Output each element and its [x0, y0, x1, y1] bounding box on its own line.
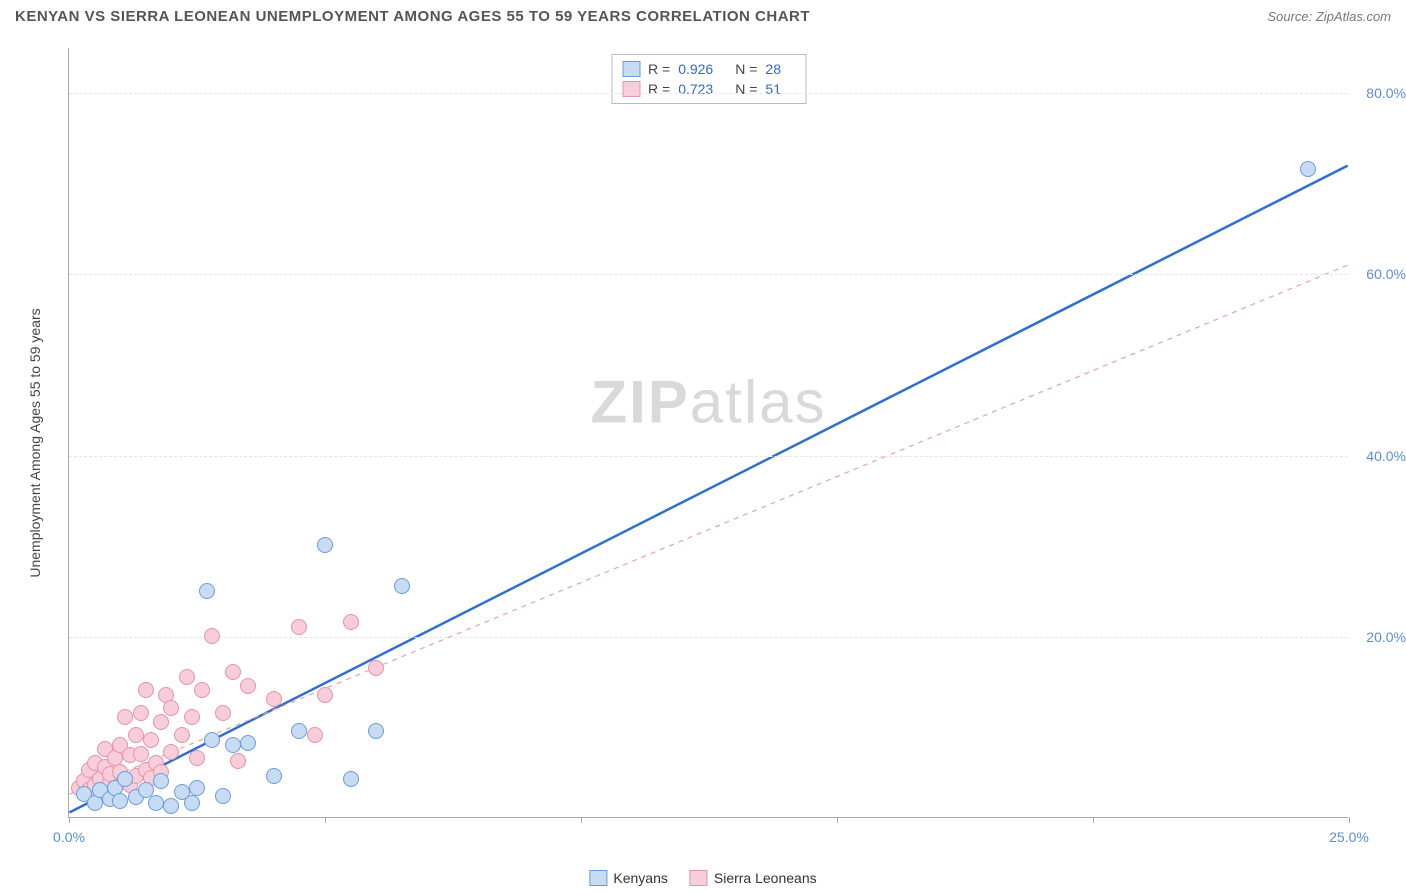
data-point — [204, 732, 220, 748]
data-point — [112, 793, 128, 809]
data-point — [1300, 161, 1316, 177]
data-point — [148, 795, 164, 811]
legend-label-kenyans: Kenyans — [613, 870, 667, 886]
data-point — [189, 780, 205, 796]
trend-line — [69, 166, 1347, 813]
ytick-label: 60.0% — [1366, 266, 1406, 282]
gridline-h — [69, 456, 1348, 457]
ytick-label: 40.0% — [1366, 448, 1406, 464]
data-point — [133, 705, 149, 721]
data-point — [225, 737, 241, 753]
data-point — [133, 746, 149, 762]
xtick-mark — [69, 817, 70, 823]
legend-swatch-kenyans — [589, 870, 607, 886]
gridline-h — [69, 637, 1348, 638]
legend-swatch-sierra — [690, 870, 708, 886]
data-point — [189, 750, 205, 766]
data-point — [240, 678, 256, 694]
data-point — [317, 537, 333, 553]
data-point — [128, 727, 144, 743]
data-point — [184, 795, 200, 811]
data-point — [163, 700, 179, 716]
data-point — [117, 771, 133, 787]
data-point — [184, 709, 200, 725]
ytick-label: 80.0% — [1366, 85, 1406, 101]
stats-row-sierra: R = 0.723 N = 51 — [622, 79, 795, 99]
gridline-h — [69, 93, 1348, 94]
data-point — [215, 788, 231, 804]
r-label: R = — [648, 81, 670, 97]
xtick-mark — [1093, 817, 1094, 823]
data-point — [153, 714, 169, 730]
data-point — [174, 727, 190, 743]
data-point — [266, 691, 282, 707]
data-point — [199, 583, 215, 599]
data-point — [143, 732, 159, 748]
data-point — [291, 619, 307, 635]
data-point — [394, 578, 410, 594]
xtick-mark — [837, 817, 838, 823]
n-value-sierra: 51 — [765, 81, 781, 97]
n-label: N = — [735, 81, 757, 97]
data-point — [307, 727, 323, 743]
data-point — [225, 664, 241, 680]
ytick-label: 20.0% — [1366, 629, 1406, 645]
correlation-stats-box: R = 0.926 N = 28 R = 0.723 N = 51 — [611, 54, 806, 104]
xtick-label: 25.0% — [1329, 829, 1369, 845]
data-point — [343, 614, 359, 630]
data-point — [138, 682, 154, 698]
chart-container: Unemployment Among Ages 55 to 59 years Z… — [50, 48, 1390, 838]
data-point — [343, 771, 359, 787]
data-point — [163, 798, 179, 814]
stats-row-kenyans: R = 0.926 N = 28 — [622, 59, 795, 79]
xtick-mark — [325, 817, 326, 823]
swatch-kenyans — [622, 61, 640, 77]
xtick-mark — [1349, 817, 1350, 823]
r-label: R = — [648, 61, 670, 77]
data-point — [291, 723, 307, 739]
data-point — [368, 723, 384, 739]
data-point — [163, 744, 179, 760]
y-axis-label: Unemployment Among Ages 55 to 59 years — [27, 308, 43, 577]
legend-label-sierra: Sierra Leoneans — [714, 870, 817, 886]
data-point — [240, 735, 256, 751]
chart-header: KENYAN VS SIERRA LEONEAN UNEMPLOYMENT AM… — [0, 0, 1406, 25]
data-point — [317, 687, 333, 703]
data-point — [230, 753, 246, 769]
data-point — [215, 705, 231, 721]
n-value-kenyans: 28 — [765, 61, 781, 77]
data-point — [368, 660, 384, 676]
swatch-sierra — [622, 81, 640, 97]
n-label: N = — [735, 61, 757, 77]
data-point — [179, 669, 195, 685]
r-value-kenyans: 0.926 — [678, 61, 713, 77]
data-point — [266, 768, 282, 784]
legend-item-kenyans: Kenyans — [589, 870, 667, 886]
legend-item-sierra: Sierra Leoneans — [690, 870, 817, 886]
trend-lines-layer — [69, 48, 1348, 817]
source-attribution: Source: ZipAtlas.com — [1267, 9, 1391, 24]
xtick-mark — [581, 817, 582, 823]
plot-area: ZIPatlas R = 0.926 N = 28 R = 0.723 N = … — [68, 48, 1348, 818]
bottom-legend: Kenyans Sierra Leoneans — [589, 870, 816, 886]
data-point — [204, 628, 220, 644]
data-point — [194, 682, 210, 698]
r-value-sierra: 0.723 — [678, 81, 713, 97]
gridline-h — [69, 274, 1348, 275]
chart-title: KENYAN VS SIERRA LEONEAN UNEMPLOYMENT AM… — [15, 8, 810, 25]
data-point — [153, 773, 169, 789]
data-point — [117, 709, 133, 725]
xtick-label: 0.0% — [53, 829, 85, 845]
